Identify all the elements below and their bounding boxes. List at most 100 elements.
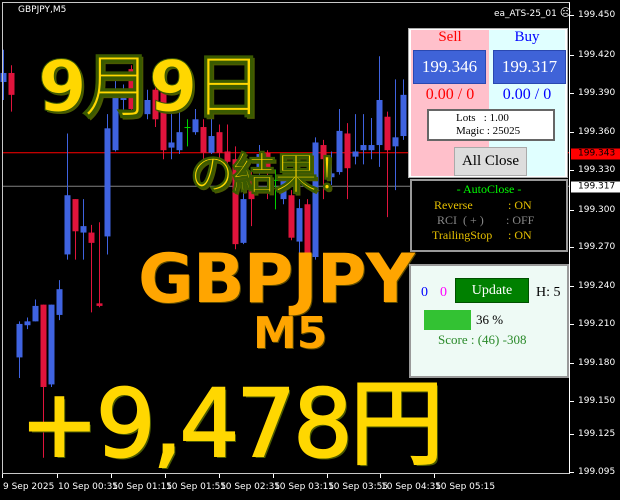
candle-body (296, 208, 303, 242)
autoclose-panel: - AutoClose - Reverse : ON RCI ( + ) : O… (410, 179, 568, 252)
overlay-pair: GBPJPY (138, 240, 415, 319)
price-label: 199.270 (578, 242, 616, 252)
trailingstop-value: : ON (508, 228, 532, 242)
reverse-label: Reverse (434, 198, 473, 212)
lots-magic-box: Lots : 1.00 Magic : 25025 (427, 109, 555, 141)
reverse-value: : ON (508, 198, 532, 212)
autoclose-title: - AutoClose - (456, 182, 522, 196)
candle-body (168, 142, 175, 148)
candle-body (112, 94, 119, 151)
price-label: 199.450 (578, 10, 616, 20)
progress-fill (424, 310, 471, 330)
update-button[interactable]: Update (455, 278, 529, 303)
candle-body (88, 232, 95, 243)
price-tick (570, 93, 574, 94)
price-label: 199.180 (578, 358, 616, 368)
candle-body (224, 151, 231, 162)
price-tick (570, 170, 574, 171)
candle-body (216, 132, 223, 153)
time-tick (219, 474, 220, 478)
stats-panel: 0 0 Update H: 5 36 % Score : (46) -308 (409, 264, 569, 378)
price-tick (570, 401, 574, 402)
price-tick (570, 55, 574, 56)
candle-body (400, 94, 407, 137)
candle-body (200, 127, 207, 153)
symbol-label: GBPJPY,M5 (18, 5, 67, 15)
candlestick-chart[interactable] (0, 0, 570, 474)
time-label: 9 Sep 2025 (3, 482, 55, 492)
price-tick (570, 15, 574, 16)
candle-body (48, 304, 55, 385)
price-tick (570, 434, 574, 435)
candle-body (160, 92, 167, 151)
price-tick (570, 286, 574, 287)
candle-body (280, 179, 287, 200)
candle-body (8, 72, 15, 95)
time-tick (165, 474, 166, 478)
trailingstop-label: TrailingStop (432, 228, 493, 242)
candle-body (16, 323, 23, 358)
overlay-timeframe: M5 (253, 308, 328, 359)
sell-label: Sell (438, 29, 462, 45)
candle-body (320, 145, 327, 160)
price-label: 199.390 (578, 88, 616, 98)
price-label: 199.330 (578, 165, 616, 175)
candle-body (344, 133, 351, 169)
chart-frame (2, 2, 570, 474)
time-tick (111, 474, 112, 478)
ea-name-label: ea_ATS-25_01 ☹ (494, 6, 571, 19)
time-label: 10 Sep 03:55 (328, 482, 389, 492)
candle-body (304, 204, 311, 255)
time-label: 10 Sep 03:15 (274, 482, 335, 492)
time-tick (57, 474, 58, 478)
candle-body (184, 127, 191, 129)
candle-body (80, 226, 87, 233)
buy-button[interactable]: 199.317 (493, 50, 566, 84)
candle-body (232, 159, 239, 245)
candle-body (136, 84, 143, 115)
price-tick (570, 247, 574, 248)
time-label: 10 Sep 00:35 (58, 482, 119, 492)
candle-body (352, 151, 359, 157)
overlay-date: 9月9日 (37, 46, 263, 128)
count-magenta: 0 (440, 285, 447, 300)
price-label: 199.240 (578, 281, 616, 291)
price-label: 199.095 (578, 467, 616, 477)
candle-body (128, 69, 135, 110)
price-tick (570, 132, 574, 133)
candle-body (144, 100, 151, 115)
rci-label: RCI ( + ) (437, 213, 484, 227)
candle-body (256, 154, 263, 170)
candle-body (376, 100, 383, 146)
candle-body (32, 305, 39, 322)
progress-label: 36 % (476, 312, 504, 327)
candle-body (72, 199, 79, 232)
price-label: 199.125 (578, 429, 616, 439)
candle-body (120, 89, 127, 100)
buy-label: Buy (514, 29, 540, 45)
price-tick (570, 363, 574, 364)
all-close-button[interactable]: All Close (454, 147, 527, 176)
candle-body (264, 152, 271, 170)
trade-panel: Sell Buy 199.346 199.317 0.00 / 0 0.00 /… (408, 28, 568, 178)
candle-body (248, 179, 255, 200)
candle-body (384, 116, 391, 151)
candle-body (368, 145, 375, 151)
sell-button[interactable]: 199.346 (413, 50, 486, 84)
price-tick (570, 324, 574, 325)
candle-body (56, 289, 63, 315)
candle-body (208, 136, 215, 153)
candle-body (192, 119, 199, 133)
h-value: H: 5 (536, 285, 561, 300)
price-label: 199.210 (578, 319, 616, 329)
candle-body (392, 137, 399, 147)
candle-body (328, 173, 335, 178)
time-label: 10 Sep 04:35 (381, 482, 442, 492)
candle-body (336, 130, 343, 173)
time-label: 10 Sep 02:35 (220, 482, 281, 492)
price-tick (570, 472, 574, 473)
candle-body (240, 199, 247, 243)
progress-bar (424, 310, 471, 330)
price-label: 199.300 (578, 205, 616, 215)
candle-body (152, 89, 159, 120)
